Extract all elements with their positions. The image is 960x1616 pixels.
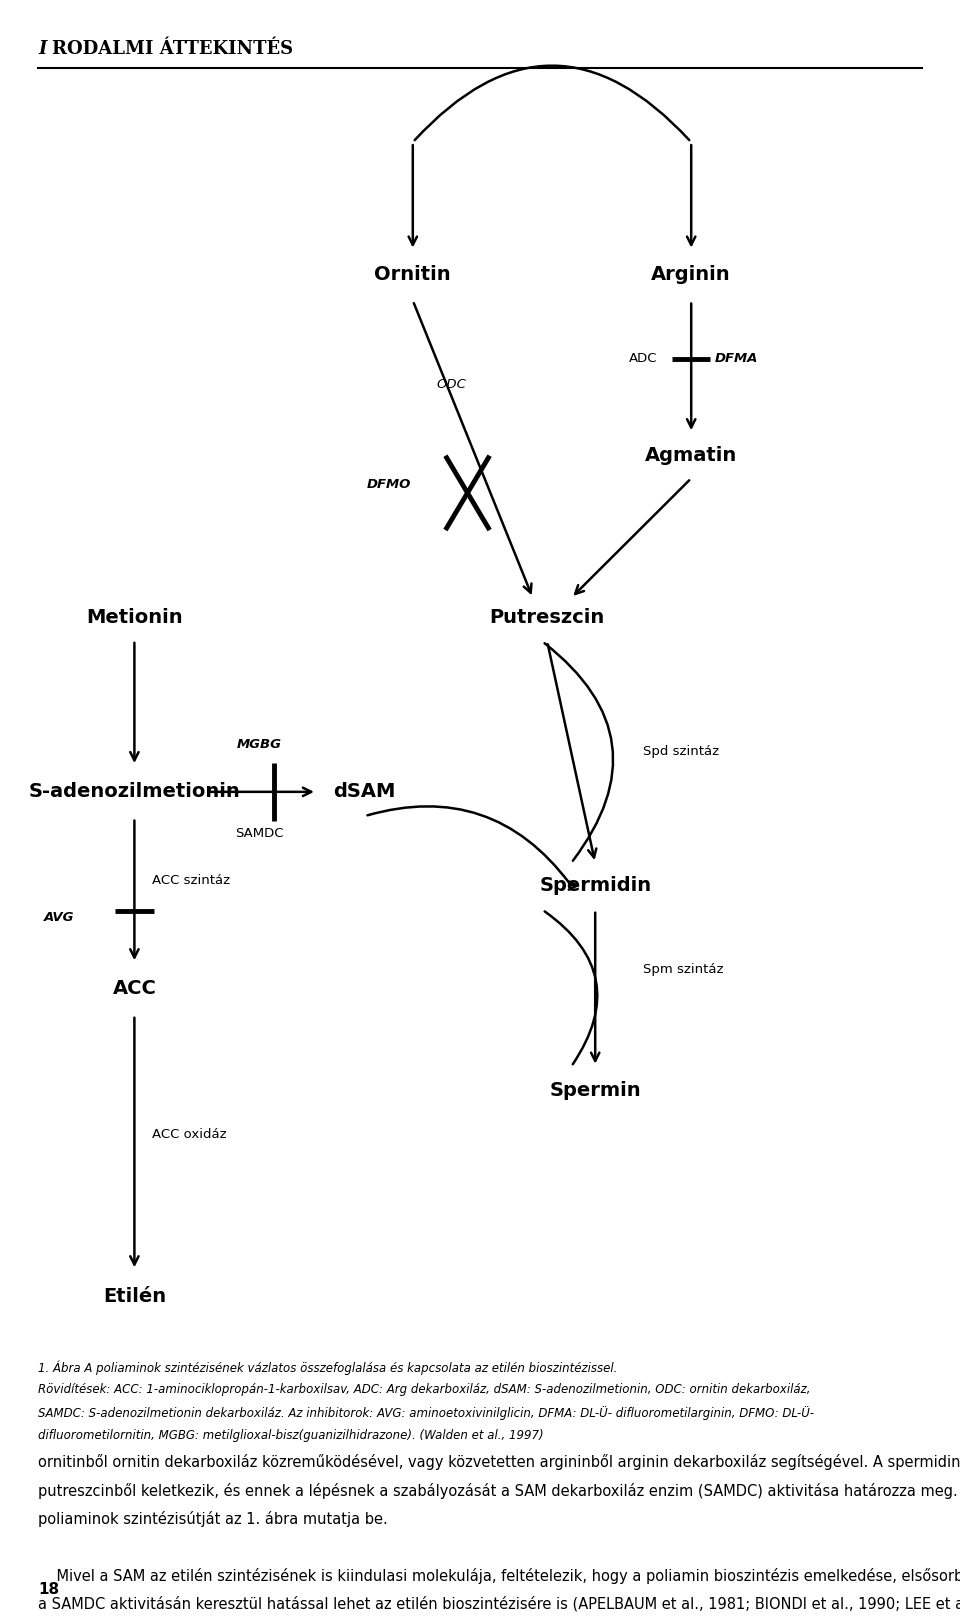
Text: Spermidin: Spermidin [540, 876, 651, 895]
Text: Putreszcin: Putreszcin [490, 608, 605, 627]
Text: DFMA: DFMA [715, 352, 758, 365]
Text: Ornitin: Ornitin [374, 265, 451, 284]
Text: Metionin: Metionin [86, 608, 182, 627]
Text: difluorometilornitin, MGBG: metilglioxal-bisz(guanizilhidrazone). (Walden et al.: difluorometilornitin, MGBG: metilglioxal… [38, 1429, 544, 1441]
Text: AVG: AVG [44, 911, 75, 924]
Text: Spm szintáz: Spm szintáz [643, 963, 724, 976]
Text: putreszcinből keletkezik, és ennek a lépésnek a szabályozását a SAM dekarboxiláz: putreszcinből keletkezik, és ennek a lép… [38, 1483, 960, 1498]
Text: SAMDC: SAMDC [235, 827, 283, 840]
Text: Etilén: Etilén [103, 1286, 166, 1306]
Text: ACC szintáz: ACC szintáz [152, 874, 229, 887]
Text: ODC: ODC [437, 378, 467, 391]
Text: I: I [38, 40, 47, 58]
Text: RODALMI ÁTTEKINTÉS: RODALMI ÁTTEKINTÉS [52, 40, 293, 58]
FancyArrowPatch shape [544, 911, 597, 1065]
Text: Spd szintáz: Spd szintáz [643, 745, 719, 758]
Text: MGBG: MGBG [237, 739, 281, 751]
Text: 18: 18 [38, 1582, 60, 1597]
Text: a SAMDC aktivitásán keresztül hatással lehet az etilén bioszintézisére is (APELB: a SAMDC aktivitásán keresztül hatással l… [38, 1597, 960, 1611]
Text: ADC: ADC [629, 352, 658, 365]
Text: Spermin: Spermin [549, 1081, 641, 1100]
Text: Mivel a SAM az etilén szintézisének is kiindulasi molekulája, feltételezik, hogy: Mivel a SAM az etilén szintézisének is k… [38, 1568, 960, 1584]
Text: S-adenozilmetionin: S-adenozilmetionin [29, 782, 240, 802]
Text: Rövidítések: ACC: 1-aminociklopropán-1-karboxilsav, ADC: Arg dekarboxiláz, dSAM:: Rövidítések: ACC: 1-aminociklopropán-1-k… [38, 1383, 811, 1396]
Text: ornitinből ornitin dekarboxiláz közreműködésével, vagy közvetetten argininből ar: ornitinből ornitin dekarboxiláz közreműk… [38, 1454, 960, 1471]
Text: 1. Ábra A poliaminok szintézisének vázlatos összefoglalása és kapcsolata az etil: 1. Ábra A poliaminok szintézisének vázla… [38, 1361, 618, 1375]
Text: DFMO: DFMO [367, 478, 411, 491]
FancyArrowPatch shape [544, 643, 613, 861]
Text: dSAM: dSAM [334, 782, 396, 802]
FancyArrowPatch shape [415, 66, 689, 141]
Text: Agmatin: Agmatin [645, 446, 737, 465]
Text: ACC: ACC [112, 979, 156, 999]
Text: SAMDC: S-adenozilmetionin dekarboxiláz. Az inhibitorok: AVG: aminoetoxivinilglic: SAMDC: S-adenozilmetionin dekarboxiláz. … [38, 1406, 814, 1420]
FancyArrowPatch shape [368, 806, 569, 884]
Text: poliaminok szintézisútját az 1. ábra mutatja be.: poliaminok szintézisútját az 1. ábra mut… [38, 1511, 388, 1527]
Text: Arginin: Arginin [652, 265, 731, 284]
Text: ACC oxidáz: ACC oxidáz [152, 1128, 227, 1141]
